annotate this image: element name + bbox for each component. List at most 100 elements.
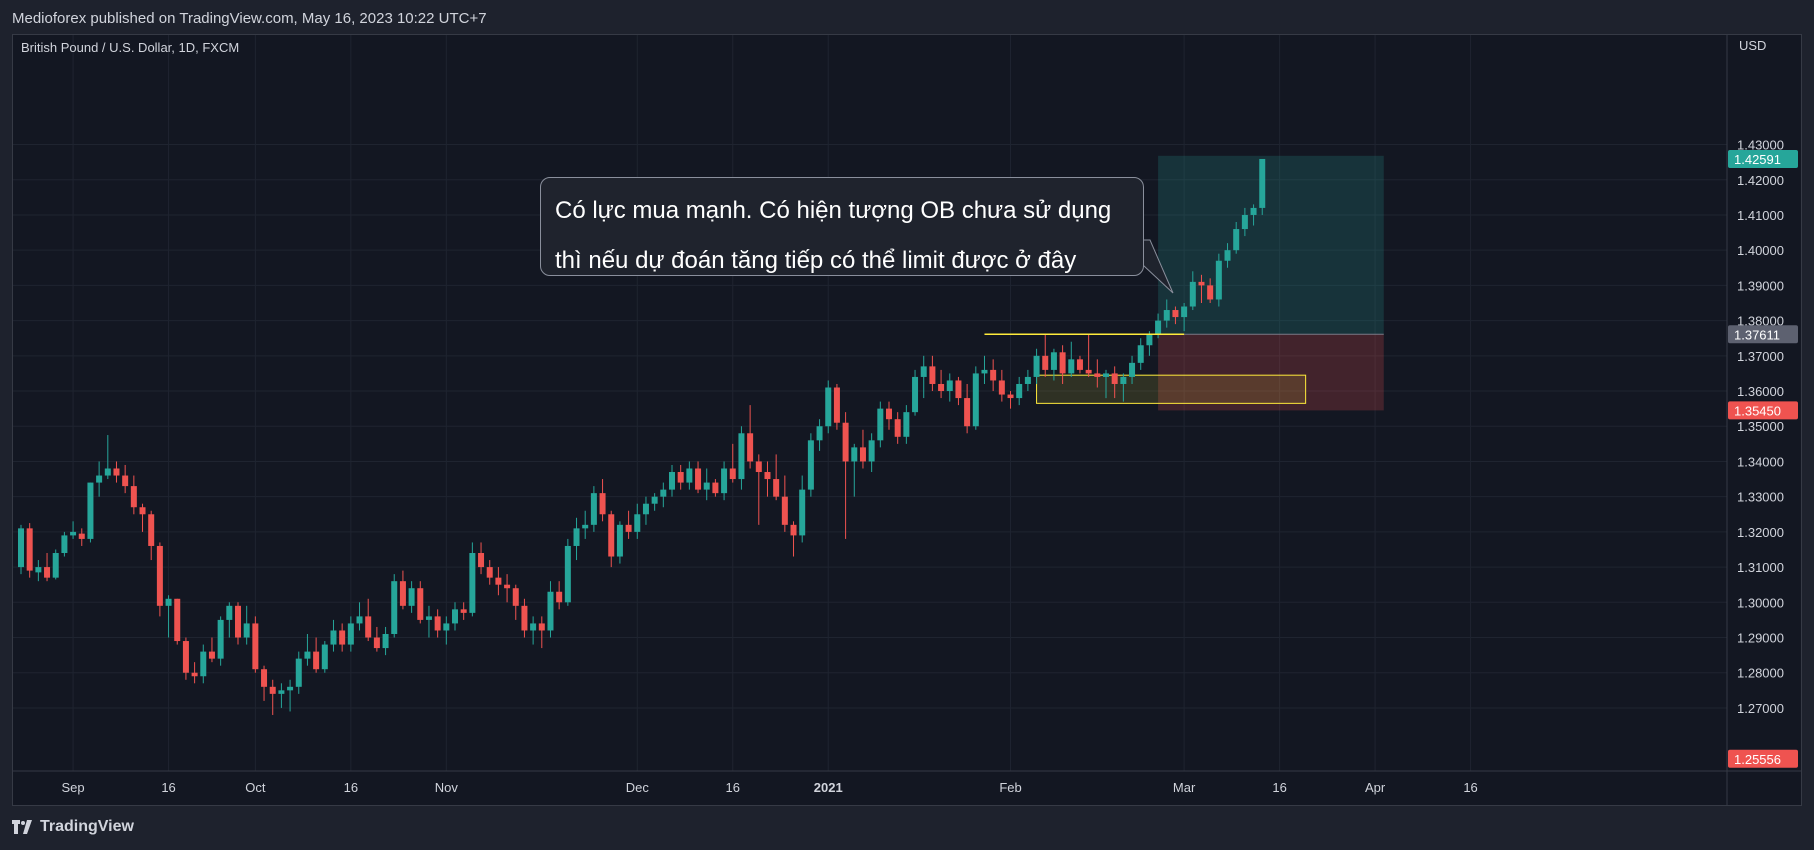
y-tick-label: 1.28000	[1737, 666, 1784, 681]
candle	[313, 637, 320, 673]
candle	[894, 412, 901, 444]
candle	[833, 383, 840, 430]
y-tick-label: 1.43000	[1737, 138, 1784, 153]
candle-body	[330, 630, 337, 645]
candle-body	[295, 658, 302, 687]
price-label: 1.42591	[1728, 149, 1798, 168]
candle-body	[998, 380, 1005, 395]
candle-body	[547, 591, 554, 631]
candle	[695, 461, 702, 494]
candle	[773, 454, 780, 501]
annotation-callout[interactable]: Có lực mua mạnh. Có hiện tượng OB chưa s…	[540, 177, 1144, 276]
candle-body	[425, 616, 432, 620]
chart-frame[interactable]: British Pound / U.S. Dollar, 1D, FXCM USD…	[12, 34, 1802, 806]
x-tick-label: Apr	[1365, 780, 1386, 795]
candle-body	[217, 619, 224, 659]
y-tick-label: 1.37000	[1737, 349, 1784, 364]
candle-body	[1172, 310, 1179, 318]
y-tick-label: 1.29000	[1737, 631, 1784, 646]
candle	[130, 475, 137, 515]
candle	[547, 581, 554, 638]
candle-body	[417, 588, 424, 620]
x-tick-label: 16	[344, 780, 358, 795]
candle-body	[938, 383, 945, 392]
x-tick-label: Oct	[245, 780, 266, 795]
candle-body	[1181, 306, 1188, 318]
candle-body	[96, 475, 103, 483]
candle	[955, 376, 962, 406]
x-tick-label: 16	[1272, 780, 1286, 795]
candle	[78, 528, 85, 546]
candle	[469, 542, 476, 617]
profit-zone	[1158, 155, 1384, 335]
candle-body	[642, 503, 649, 515]
candle	[634, 503, 641, 539]
candle	[1224, 243, 1231, 268]
candle	[104, 435, 111, 480]
candle-body	[955, 380, 962, 399]
candle	[1207, 278, 1214, 303]
candle	[434, 609, 441, 638]
candle-body	[261, 669, 268, 687]
price-label: 1.25556	[1728, 749, 1798, 768]
candle-body	[1250, 207, 1257, 215]
candle	[26, 523, 33, 578]
candle-body	[582, 524, 589, 529]
candle-body	[538, 623, 545, 631]
candle-body	[790, 524, 797, 536]
candlestick-chart[interactable]: British Pound / U.S. Dollar, 1D, FXCM USD…	[13, 35, 1801, 805]
y-tick-label: 1.33000	[1737, 490, 1784, 505]
grid-lines	[13, 35, 1727, 771]
candle	[460, 602, 467, 620]
candle	[912, 369, 919, 416]
candle-body	[616, 524, 623, 557]
candle	[538, 616, 545, 649]
candle-body	[339, 630, 346, 645]
candle	[651, 493, 658, 511]
candle	[252, 616, 259, 673]
x-tick-label: Feb	[999, 780, 1021, 795]
candle	[599, 479, 606, 522]
candle	[408, 581, 415, 613]
candle	[304, 633, 311, 666]
candle	[851, 443, 858, 497]
candle	[1259, 158, 1266, 215]
candle	[998, 369, 1005, 402]
candle	[200, 644, 207, 684]
tradingview-footer[interactable]: TradingView	[12, 818, 134, 836]
candle	[755, 454, 762, 525]
candle	[347, 616, 354, 652]
candle	[382, 626, 389, 656]
candle-body	[556, 591, 563, 603]
candle	[174, 598, 181, 645]
candle	[946, 373, 953, 402]
price-label-value: 1.37611	[1734, 327, 1780, 342]
y-tick-label: 1.36000	[1737, 384, 1784, 399]
candle-body	[755, 461, 762, 473]
candle	[556, 581, 563, 610]
candle	[938, 369, 945, 399]
tradingview-logo-icon	[12, 820, 32, 834]
candle	[582, 510, 589, 539]
candle-body	[61, 535, 68, 554]
candle	[365, 598, 372, 642]
candle	[1103, 369, 1109, 399]
candle-body	[712, 482, 719, 494]
candle-body	[26, 528, 33, 571]
candle	[1120, 373, 1127, 402]
candle-body	[877, 408, 884, 441]
candle	[373, 626, 380, 652]
y-tick-label: 1.31000	[1737, 560, 1784, 575]
candle	[52, 549, 59, 580]
candle-body	[1155, 320, 1162, 335]
candle	[877, 401, 884, 448]
candle-body	[651, 496, 658, 504]
candle	[330, 619, 337, 652]
price-label: 1.37611	[1728, 325, 1798, 344]
candle	[590, 486, 597, 532]
candle	[1129, 355, 1136, 384]
candle	[261, 665, 268, 701]
candle-body	[1111, 373, 1118, 384]
order-block-box	[1036, 374, 1307, 404]
candle	[295, 651, 302, 694]
